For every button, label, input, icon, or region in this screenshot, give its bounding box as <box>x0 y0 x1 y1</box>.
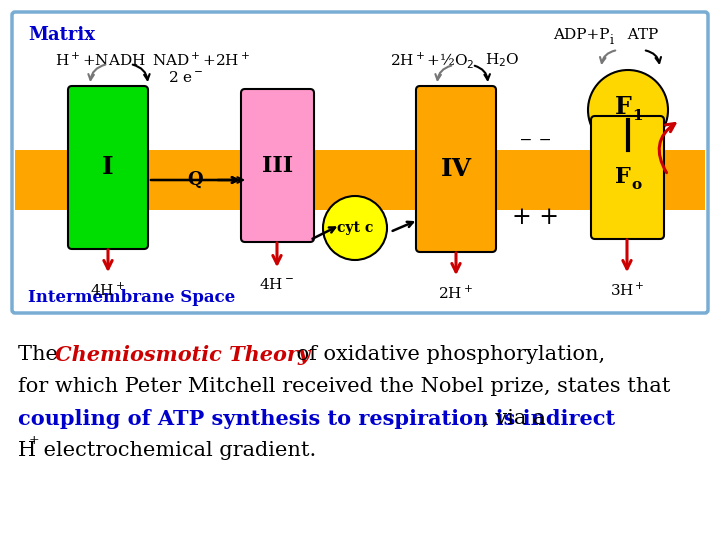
Text: ATP: ATP <box>618 28 658 42</box>
Text: Chemiosmotic Theory: Chemiosmotic Theory <box>55 345 310 365</box>
Text: – –: – – <box>520 129 551 152</box>
FancyBboxPatch shape <box>12 12 708 313</box>
Text: + +: + + <box>511 206 559 230</box>
Text: Q: Q <box>187 171 203 189</box>
Text: 2H$^+$: 2H$^+$ <box>438 285 474 302</box>
Text: +: + <box>29 434 40 447</box>
Text: i: i <box>610 35 614 48</box>
Text: I: I <box>102 156 114 179</box>
Text: ADP+P: ADP+P <box>553 28 610 42</box>
FancyBboxPatch shape <box>68 86 148 249</box>
Text: IV: IV <box>441 157 472 181</box>
Text: , via a: , via a <box>482 409 545 428</box>
FancyBboxPatch shape <box>416 86 496 252</box>
Text: III: III <box>262 154 293 177</box>
Text: o: o <box>631 178 642 192</box>
Text: The: The <box>18 345 65 364</box>
Text: 2 e$^-$: 2 e$^-$ <box>168 71 204 85</box>
Text: H$_2$O: H$_2$O <box>485 51 519 69</box>
Text: F: F <box>615 166 631 188</box>
Text: coupling of ATP synthesis to respiration is indirect: coupling of ATP synthesis to respiration… <box>18 409 615 429</box>
Text: cyt c: cyt c <box>337 221 373 235</box>
Circle shape <box>588 70 668 150</box>
Bar <box>15 150 705 210</box>
FancyBboxPatch shape <box>241 89 314 242</box>
Text: 3H$^+$: 3H$^+$ <box>610 282 644 299</box>
Text: 4H$^-$: 4H$^-$ <box>259 277 294 292</box>
Text: for which Peter Mitchell received the Nobel prize, states that: for which Peter Mitchell received the No… <box>18 377 670 396</box>
Text: F: F <box>615 95 631 119</box>
Text: NAD$^+$+2H$^+$: NAD$^+$+2H$^+$ <box>152 51 250 69</box>
FancyBboxPatch shape <box>591 116 664 239</box>
Text: 1: 1 <box>631 109 642 123</box>
Text: electrochemical gradient.: electrochemical gradient. <box>37 441 316 460</box>
Text: 2H$^+$+½O$_2$: 2H$^+$+½O$_2$ <box>390 50 474 70</box>
Text: 4H$^+$: 4H$^+$ <box>91 282 125 299</box>
Text: Matrix: Matrix <box>28 26 95 44</box>
Text: H$^+$+NADH: H$^+$+NADH <box>55 51 145 69</box>
Text: Intermembrane Space: Intermembrane Space <box>28 288 235 306</box>
Circle shape <box>323 196 387 260</box>
Text: of oxidative phosphorylation,: of oxidative phosphorylation, <box>290 345 605 364</box>
Text: H: H <box>18 441 36 460</box>
